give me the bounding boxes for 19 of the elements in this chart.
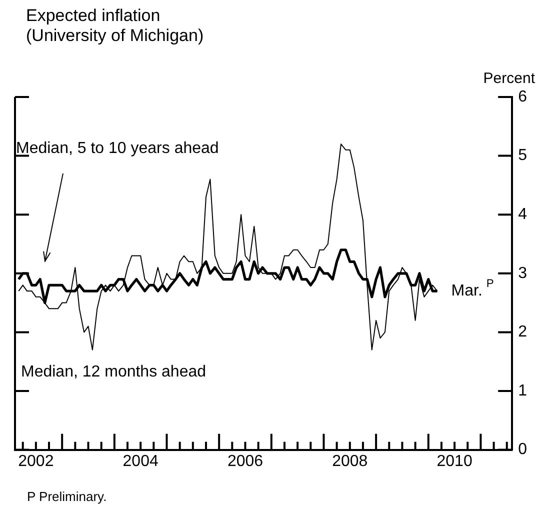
y-axis-title: Percent bbox=[483, 70, 535, 87]
x-tick-label: 2004 bbox=[122, 452, 158, 470]
y-tick-label: 4 bbox=[518, 206, 528, 224]
y-tick-label: 5 bbox=[518, 147, 528, 164]
annotation: Mar.P bbox=[451, 278, 494, 300]
y-tick-label: 2 bbox=[518, 324, 528, 341]
chart-title: Expected inflation bbox=[26, 6, 162, 26]
x-tick-label: 2008 bbox=[332, 452, 368, 470]
y-tick-label: 1 bbox=[518, 382, 528, 400]
x-tick-label: 2002 bbox=[18, 452, 54, 470]
y-tick-label: 0 bbox=[518, 441, 528, 458]
series-label: Median, 12 months ahead bbox=[21, 363, 206, 380]
x-tick-label: 2006 bbox=[227, 452, 264, 470]
chart-subtitle: (University of Michigan) bbox=[26, 26, 204, 46]
x-tick-label: 2010 bbox=[436, 452, 472, 470]
text: Median, 5 to 10 years ahead bbox=[16, 140, 219, 157]
y-tick-label: 6 bbox=[518, 88, 528, 106]
y-tick-label: 3 bbox=[518, 264, 528, 282]
text: P Preliminary. bbox=[27, 489, 107, 504]
